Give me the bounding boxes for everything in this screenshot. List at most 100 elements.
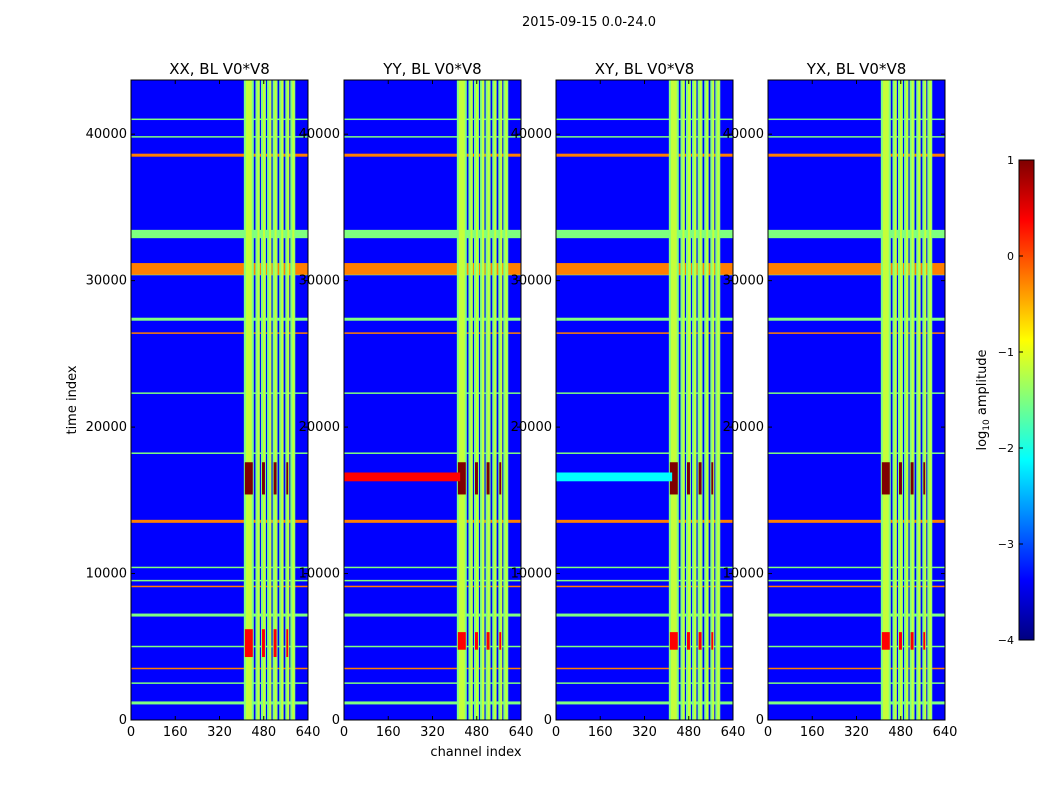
band-column-core [269,80,272,720]
rfi-row [768,701,945,705]
rfi-row [768,682,945,684]
band-column-core [682,80,685,720]
panel-title: XY, BL V0*V8 [595,60,695,78]
rfi-row [556,452,733,454]
heatmap-panel-1: XX, BL V0*V8 0 160 320 480 640 0 10000 20000 3000… [65,60,320,740]
hot-spot [669,632,678,650]
rfi-row [556,566,733,569]
colorbar-tick-label: −1 [998,346,1014,359]
band-column-core [262,80,265,720]
hot-spot [898,462,902,495]
rfi-row [131,682,308,684]
rfi-row [131,667,308,670]
band-column-core [670,80,677,720]
rfi-row [768,452,945,454]
panel-title: YX, BL V0*V8 [806,60,907,78]
band-column-core [500,80,503,720]
rfi-row [344,136,521,138]
band-column-core [487,80,490,720]
rfi-row [344,682,521,684]
colorbar-tick-label: −4 [998,634,1014,647]
rfi-row [131,645,308,648]
rfi-band-33000 [768,230,945,239]
hot-spot [244,629,253,658]
y-tick-label: 0 [332,713,340,728]
rfi-row [556,682,733,684]
rfi-row [344,317,521,321]
x-tick-label: 320 [207,725,232,740]
band-column-core [287,80,290,720]
colorbar-tick-label: 0 [1007,250,1014,263]
colorbar-tick-label: −3 [998,538,1014,551]
rfi-row [556,153,733,157]
hot-spot [286,629,289,658]
rfi-row [131,613,308,617]
rfi-row [768,613,945,617]
hot-spot [686,462,690,495]
figure-suptitle: 2015-09-15 0.0-24.0 [522,15,656,30]
band-column-core [906,80,909,720]
rfi-row [131,452,308,454]
x-tick-label: 480 [251,725,276,740]
broadband-flare [556,472,673,482]
band-column-core [257,80,260,720]
rfi-row [344,579,521,582]
rfi-band-31000 [344,263,521,275]
band-column-core [929,80,932,720]
panel-title: YY, BL V0*V8 [382,60,481,78]
rfi-band-31000 [131,263,308,275]
band-column-core [292,80,295,720]
hot-spot [910,462,914,495]
band-column-core [694,80,697,720]
x-tick-label: 160 [376,725,401,740]
hot-spot [686,632,690,650]
hot-spot [698,462,702,495]
colorbar-tick-label: −2 [998,442,1014,455]
hot-spot [457,462,466,495]
band-column-core [699,80,702,720]
rfi-row [131,519,308,523]
y-tick-label: 30000 [723,274,764,289]
y-tick-label: 40000 [299,127,340,142]
hot-spot [711,632,714,650]
colorbar-tick-label: 1 [1007,154,1014,167]
rfi-row [768,579,945,582]
y-tick-label: 20000 [511,420,552,435]
hot-spot [486,462,490,495]
rfi-row [344,153,521,157]
band-column-core [717,80,720,720]
heatmap-panel-4: YX, BL V0*V8 0 160 320 480 640 0 10000 20000 3000… [723,60,958,740]
y-tick-label: 30000 [299,274,340,289]
x-tick-label: 480 [676,725,701,740]
rfi-row [556,392,733,394]
y-tick-label: 10000 [299,567,340,582]
hot-spot [244,462,253,495]
rfi-row [768,118,945,121]
band-column-core [918,80,921,720]
hot-spot [474,632,478,650]
hot-spot [910,632,914,650]
band-column-core [470,80,473,720]
x-tick-label: 0 [552,725,560,740]
hot-spot [474,462,478,495]
rfi-row [768,566,945,569]
rfi-row [556,519,733,523]
rfi-row [344,452,521,454]
rfi-row [768,392,945,394]
rfi-row [768,332,945,334]
x-tick-label: 160 [163,725,188,740]
y-tick-label: 20000 [723,420,764,435]
heatmap-background [344,80,521,720]
rfi-row [344,519,521,523]
colorbar-gradient [1018,159,1035,641]
x-tick-label: 480 [888,725,913,740]
heatmap-background [768,80,945,720]
hot-spot [273,462,277,495]
rfi-row [344,645,521,648]
band-column-core [899,80,902,720]
rfi-row [556,317,733,321]
rfi-row [131,566,308,569]
hot-spot [669,462,678,495]
band-column-core [712,80,715,720]
